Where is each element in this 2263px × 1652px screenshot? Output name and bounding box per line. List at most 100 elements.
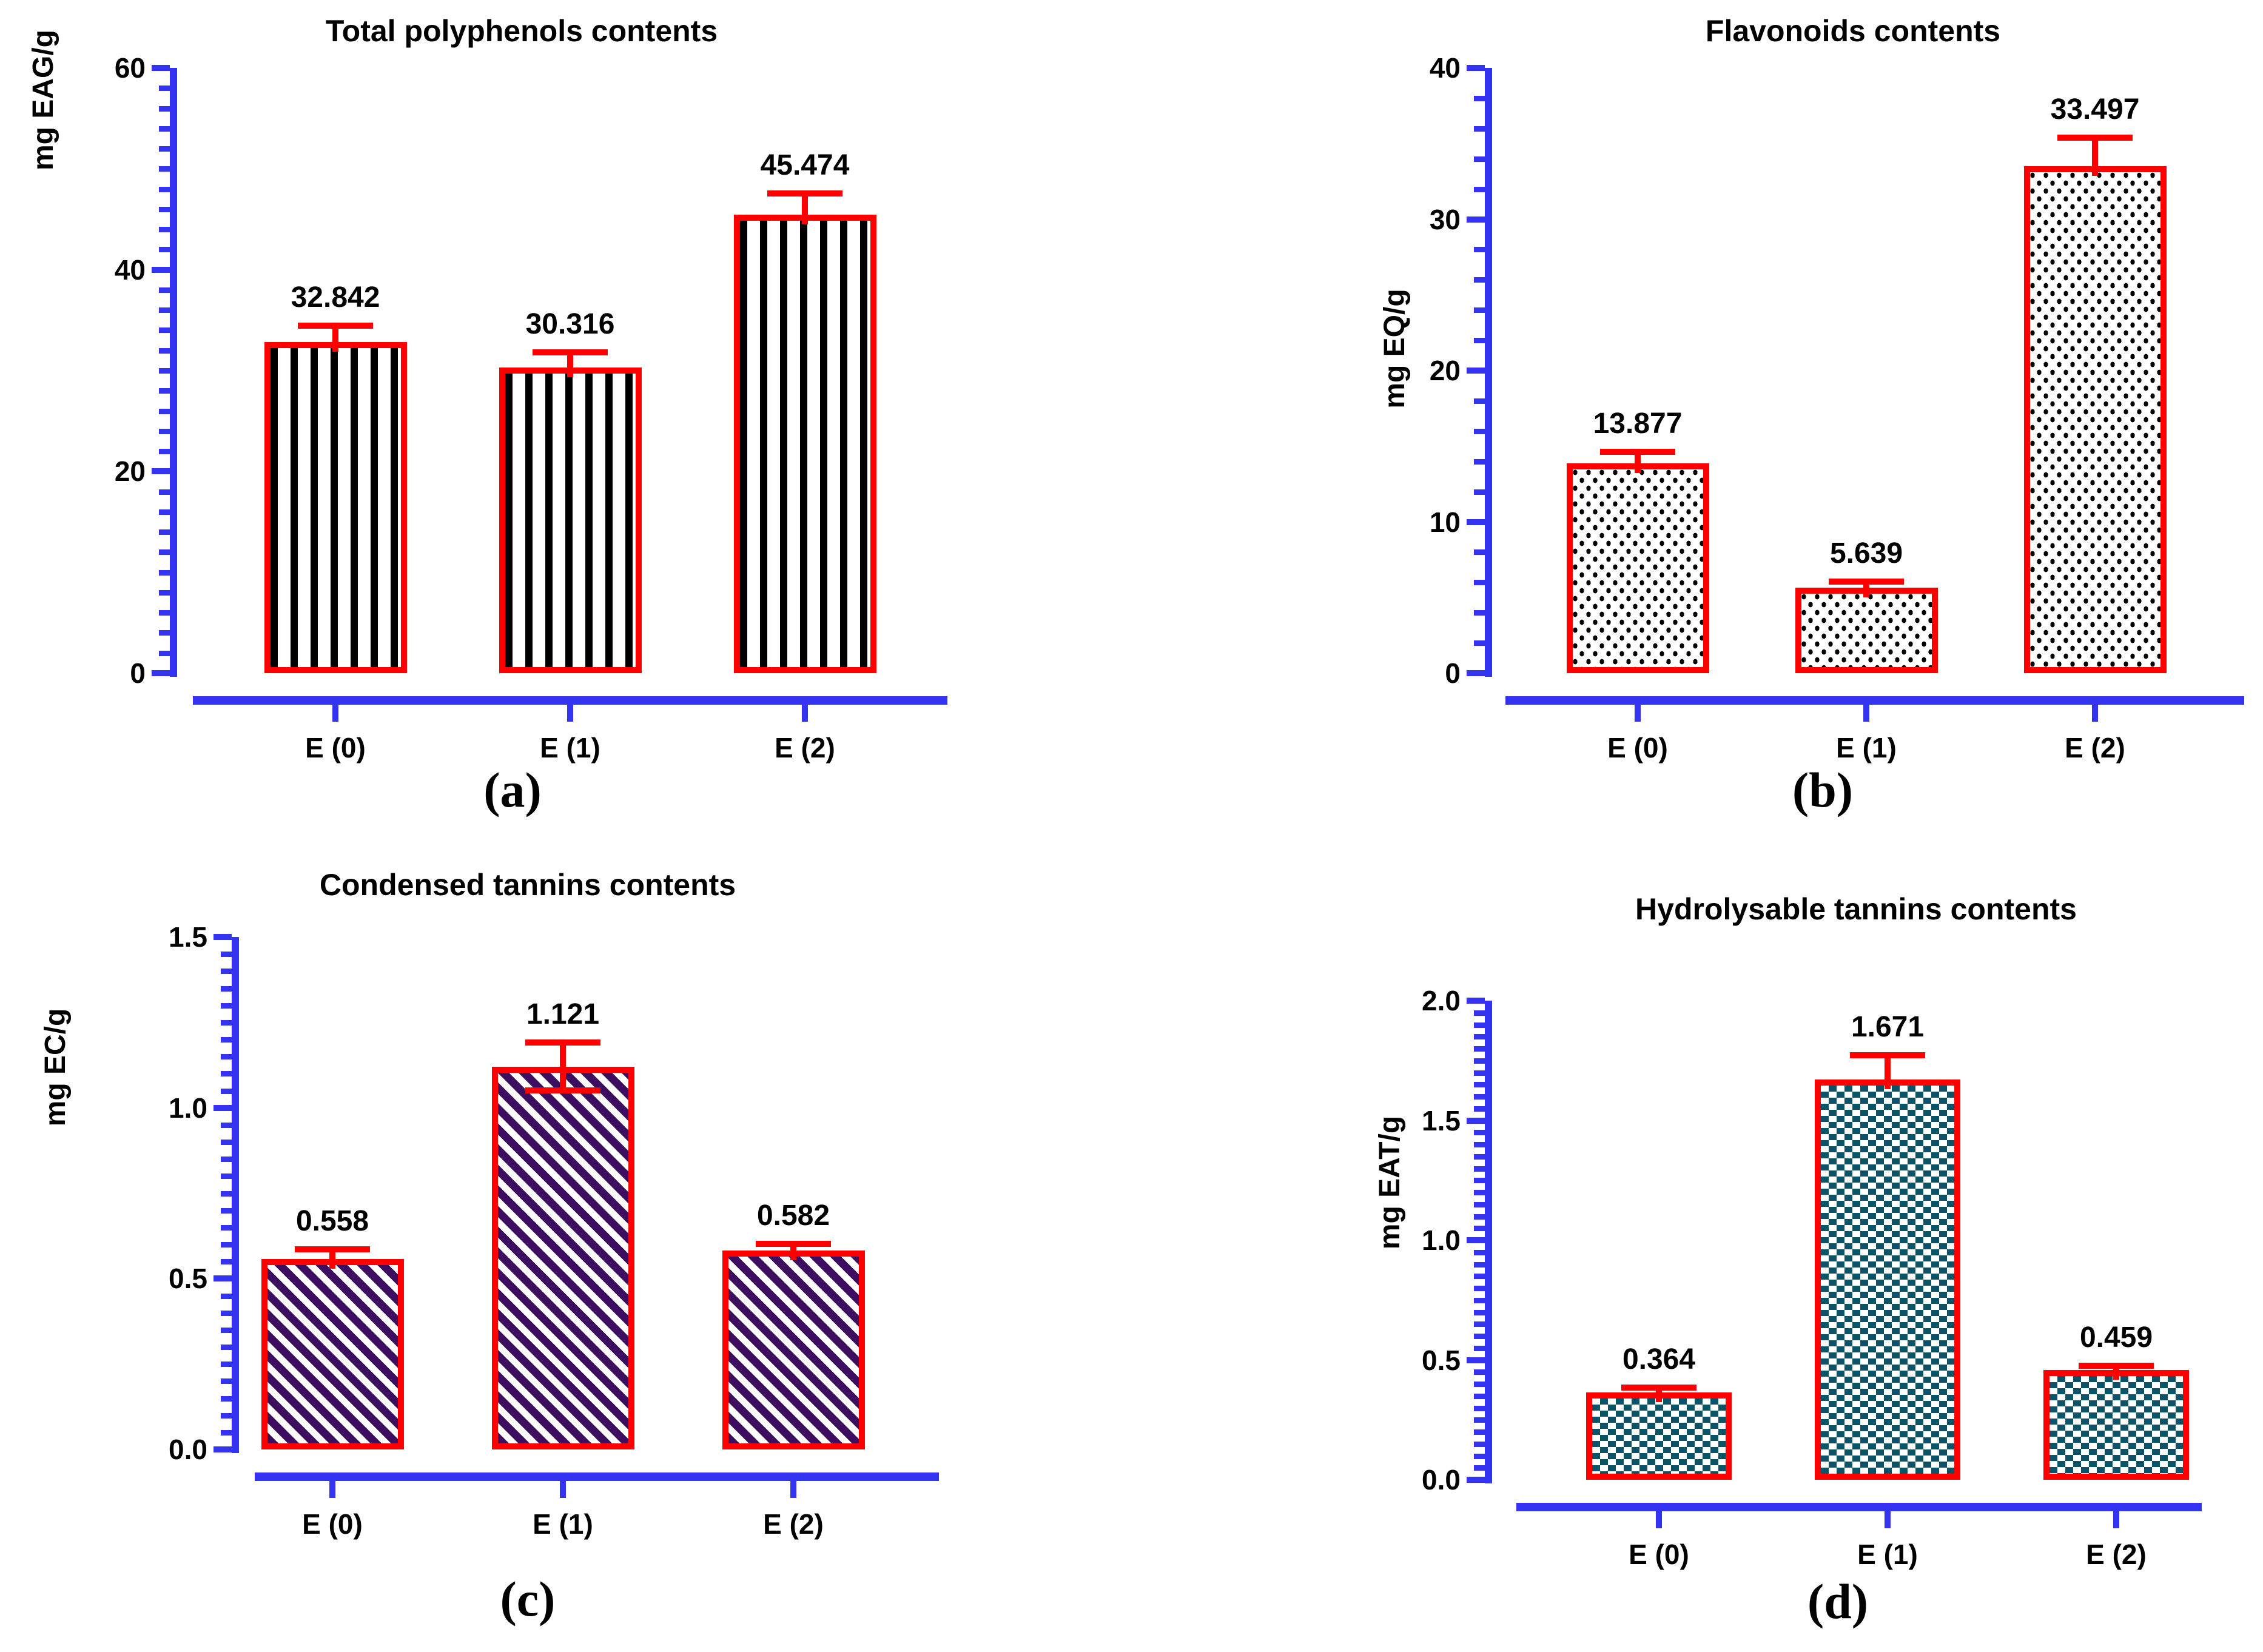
- y-minor-tick: [221, 1088, 232, 1094]
- y-minor-tick: [221, 1429, 232, 1435]
- bar-E(2): [2023, 166, 2167, 673]
- y-minor-tick: [221, 1310, 232, 1316]
- y-axis-line: [170, 68, 177, 677]
- error-bar-line: [1635, 452, 1641, 473]
- y-minor-tick: [1474, 1393, 1485, 1399]
- y-minor-tick: [1474, 1082, 1485, 1088]
- y-minor-tick: [221, 1242, 232, 1247]
- y-minor-tick: [1474, 1022, 1485, 1028]
- y-minor-tick: [1474, 640, 1485, 646]
- y-minor-tick: [221, 952, 232, 958]
- y-minor-tick: [159, 630, 170, 636]
- y-minor-tick: [221, 1327, 232, 1333]
- y-tick-label: 60: [114, 52, 146, 84]
- y-minor-tick: [1474, 1178, 1485, 1184]
- y-minor-tick: [221, 1174, 232, 1180]
- y-minor-tick: [1474, 1190, 1485, 1195]
- y-minor-tick: [159, 327, 170, 334]
- panel-d-letter: (d): [1807, 1574, 1869, 1629]
- y-major-tick: [1467, 1357, 1485, 1363]
- y-minor-tick: [1474, 307, 1485, 314]
- y-minor-tick: [1474, 1309, 1485, 1315]
- y-minor-tick: [1474, 1465, 1485, 1471]
- y-minor-tick: [221, 1378, 232, 1385]
- y-major-tick: [214, 934, 232, 940]
- y-minor-tick: [1474, 1166, 1485, 1172]
- x-category-label: E (0): [1629, 1539, 1689, 1570]
- x-category-label: E (0): [302, 1508, 363, 1540]
- y-major-tick: [1467, 670, 1485, 676]
- y-tick-label: 1.0: [1422, 1224, 1461, 1256]
- error-bar-line: [329, 1249, 335, 1269]
- y-major-tick: [214, 1275, 232, 1282]
- x-category-label: E (2): [763, 1508, 824, 1540]
- bar-E(0): [1586, 1392, 1732, 1480]
- y-minor-tick: [221, 1293, 232, 1299]
- bar-value-label: 0.558: [295, 1204, 369, 1237]
- y-minor-tick: [159, 428, 170, 434]
- x-category-tick: [1656, 1511, 1662, 1528]
- y-minor-tick: [1474, 1094, 1485, 1100]
- y-minor-tick: [159, 287, 170, 293]
- x-category-tick: [802, 705, 808, 722]
- panel-d-title: Hydrolysable tannins contents: [1635, 892, 2077, 926]
- y-minor-tick: [221, 985, 232, 992]
- x-category-tick: [1635, 705, 1641, 722]
- y-minor-tick: [1474, 549, 1485, 556]
- y-minor-tick: [159, 86, 170, 92]
- panel-a-letter: (a): [483, 762, 542, 818]
- y-minor-tick: [1474, 1261, 1485, 1268]
- y-minor-tick: [221, 1207, 232, 1214]
- error-bar-line: [802, 193, 808, 224]
- y-minor-tick: [1474, 1286, 1485, 1291]
- y-minor-tick: [221, 1345, 232, 1350]
- y-minor-tick: [221, 1054, 232, 1060]
- y-minor-tick: [221, 1190, 232, 1197]
- y-minor-tick: [1474, 1441, 1485, 1447]
- y-minor-tick: [159, 509, 170, 515]
- y-axis-line: [232, 937, 239, 1453]
- y-minor-tick: [1474, 1226, 1485, 1232]
- y-major-tick: [1467, 998, 1485, 1004]
- y-minor-tick: [221, 1412, 232, 1419]
- y-minor-tick: [159, 529, 170, 536]
- y-tick-label: 1.5: [1422, 1104, 1461, 1137]
- y-minor-tick: [1474, 1453, 1485, 1459]
- y-major-tick: [152, 670, 170, 676]
- y-minor-tick: [221, 1019, 232, 1026]
- y-minor-tick: [159, 348, 170, 354]
- y-minor-tick: [1474, 126, 1485, 132]
- bar-E(1): [491, 1066, 634, 1449]
- y-minor-tick: [221, 1002, 232, 1009]
- x-category-tick: [1885, 1511, 1891, 1528]
- bar-value-label: 13.877: [1593, 408, 1683, 440]
- y-minor-tick: [1474, 1334, 1485, 1339]
- y-major-tick: [1467, 1237, 1485, 1243]
- y-minor-tick: [221, 969, 232, 975]
- bar-value-label: 0.364: [1622, 1343, 1696, 1375]
- x-axis-line: [1505, 696, 2244, 705]
- y-minor-tick: [1474, 1142, 1485, 1147]
- y-minor-tick: [159, 247, 170, 253]
- y-minor-tick: [159, 449, 170, 455]
- y-minor-tick: [1474, 489, 1485, 495]
- y-tick-label: 0: [1445, 657, 1461, 689]
- y-major-tick: [1467, 65, 1485, 71]
- y-minor-tick: [1474, 1417, 1485, 1423]
- y-minor-tick: [1474, 1058, 1485, 1064]
- bar-E(0): [1566, 463, 1709, 673]
- panel-a-ylabel: mg EAG/g: [27, 30, 59, 171]
- y-minor-tick: [1474, 428, 1485, 434]
- bar-value-label: 0.459: [2079, 1321, 2153, 1354]
- y-major-tick: [1467, 1117, 1485, 1124]
- y-tick-label: 0.5: [1422, 1344, 1461, 1376]
- panel-c-ylabel: mg EC/g: [39, 1008, 72, 1127]
- y-minor-tick: [1474, 610, 1485, 616]
- y-tick-label: 1.5: [169, 921, 207, 953]
- y-minor-tick: [1474, 338, 1485, 344]
- y-minor-tick: [159, 368, 170, 374]
- y-minor-tick: [159, 388, 170, 394]
- y-minor-tick: [221, 1395, 232, 1402]
- bar-value-label: 1.671: [1851, 1011, 1925, 1044]
